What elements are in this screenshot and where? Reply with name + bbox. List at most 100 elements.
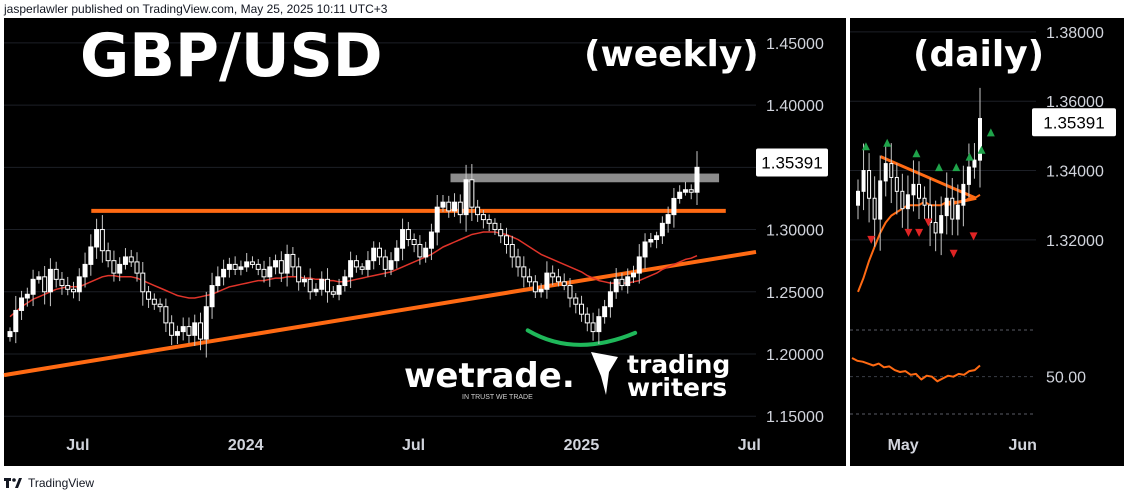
- weekly-candle-36: [215, 276, 221, 287]
- weekly-candle-23: [140, 272, 146, 293]
- weekly-candle-32: [192, 322, 198, 336]
- weekly-candle-115: [671, 197, 677, 216]
- weekly-candle-68: [400, 229, 406, 249]
- daily-down-signal-2: [915, 228, 924, 237]
- wetrade-tagline: IN TRUST WE TRADE: [462, 394, 533, 401]
- daily-candle-19: [961, 183, 966, 206]
- weekly-candle-88: [515, 256, 521, 268]
- weekly-candle-93: [544, 272, 550, 290]
- daily-y-tick-0: 1.38000: [1046, 25, 1104, 42]
- weekly-candle-5: [36, 276, 42, 280]
- wetrade-logo-text: wetrade.: [404, 356, 575, 396]
- weekly-candle-96: [561, 281, 567, 287]
- daily-y-tick-2: 1.34000: [1046, 164, 1104, 181]
- weekly-candle-7: [47, 268, 53, 293]
- daily-down-signal-4: [949, 249, 958, 258]
- weekly-candle-34: [203, 306, 209, 340]
- daily-candle-14: [933, 222, 938, 234]
- weekly-candle-48: [284, 253, 290, 274]
- weekly-candle-65: [382, 256, 388, 270]
- weekly-candle-79: [463, 179, 469, 216]
- weekly-candle-98: [573, 297, 579, 305]
- daily-candle-3: [872, 197, 877, 220]
- weekly-candle-83: [486, 219, 492, 224]
- weekly-candle-12: [76, 276, 82, 293]
- weekly-candle-4: [30, 278, 36, 295]
- daily-candle-12: [922, 197, 927, 206]
- weekly-candle-24: [146, 291, 152, 300]
- weekly-candle-27: [163, 306, 169, 324]
- daily-last-price-value: 1.35391: [1043, 113, 1104, 132]
- weekly-candle-51: [301, 278, 307, 283]
- weekly-candle-33: [198, 322, 204, 340]
- weekly-candle-1: [13, 309, 19, 333]
- weekly-candle-17: [105, 250, 111, 262]
- daily-candle-7: [894, 176, 899, 192]
- weekly-candle-56: [330, 291, 336, 295]
- daily-indicator: [850, 329, 1036, 415]
- weekly-resistance-zone: [450, 173, 720, 183]
- weekly-candle-97: [567, 285, 573, 299]
- weekly-candle-84: [492, 222, 498, 231]
- weekly-candle-44: [261, 268, 267, 278]
- daily-gridlines: [850, 31, 1036, 241]
- weekly-candle-16: [99, 229, 105, 252]
- weekly-candle-110: [642, 241, 648, 258]
- weekly-candle-8: [53, 268, 59, 280]
- daily-candle-22: [978, 118, 982, 161]
- daily-candle-5: [883, 163, 888, 182]
- weekly-candle-50: [296, 266, 302, 283]
- weekly-candle-71: [417, 243, 423, 258]
- weekly-y-tick-5: 1.20000: [766, 347, 824, 364]
- daily-panel-background: [850, 18, 1124, 466]
- daily-down-signal-3: [924, 218, 933, 227]
- daily-candle-18: [955, 204, 960, 220]
- daily-indicator-line: [851, 357, 981, 383]
- weekly-candle-37: [221, 268, 227, 278]
- weekly-candle-114: [665, 214, 671, 224]
- weekly-moving-average: [9, 231, 698, 318]
- weekly-candle-64: [376, 247, 382, 258]
- weekly-candle-13: [82, 263, 88, 278]
- weekly-candle-46: [273, 260, 279, 268]
- daily-candle-4: [878, 180, 883, 220]
- daily-candle-20: [966, 166, 971, 185]
- weekly-panel: 1.450001.400001.350001.300001.250001.200…: [3, 18, 846, 466]
- trading-writers-logo-icon: [591, 352, 618, 395]
- weekly-candle-62: [365, 260, 371, 270]
- weekly-candle-103: [602, 306, 608, 318]
- weekly-candle-59: [348, 260, 354, 278]
- weekly-candle-118: [688, 189, 694, 193]
- weekly-candle-54: [319, 278, 325, 290]
- weekly-y-tick-6: 1.15000: [766, 409, 824, 426]
- weekly-last-price-box: [756, 148, 828, 177]
- weekly-candle-39: [232, 263, 238, 270]
- weekly-candle-42: [249, 261, 255, 265]
- weekly-candle-94: [550, 272, 556, 278]
- daily-triangle-lower: [944, 196, 977, 207]
- daily-up-signal-6: [977, 145, 986, 154]
- weekly-candle-11: [71, 288, 77, 293]
- daily-indicator-tick: 50.00: [1046, 370, 1086, 387]
- weekly-x-tick-1: 2024: [228, 437, 264, 454]
- weekly-candle-85: [498, 229, 504, 237]
- weekly-candle-57: [336, 285, 342, 295]
- daily-y-tick-3: 1.32000: [1046, 233, 1104, 250]
- weekly-candle-21: [128, 256, 134, 263]
- weekly-candle-104: [607, 291, 613, 308]
- weekly-candle-35: [209, 285, 215, 308]
- daily-up-signal-3: [935, 163, 944, 172]
- weekly-candle-9: [59, 278, 65, 287]
- weekly-candle-70: [411, 239, 417, 245]
- weekly-candle-31: [186, 326, 192, 336]
- weekly-candle-22: [134, 261, 140, 274]
- tradingview-logo-icon: [4, 478, 22, 488]
- weekly-candle-105: [613, 278, 619, 293]
- daily-signals: [861, 128, 995, 258]
- weekly-candle-67: [394, 247, 400, 262]
- daily-candle-6: [889, 163, 894, 178]
- weekly-candle-19: [117, 263, 123, 274]
- weekly-candle-78: [457, 201, 463, 216]
- weekly-candle-69: [405, 229, 411, 241]
